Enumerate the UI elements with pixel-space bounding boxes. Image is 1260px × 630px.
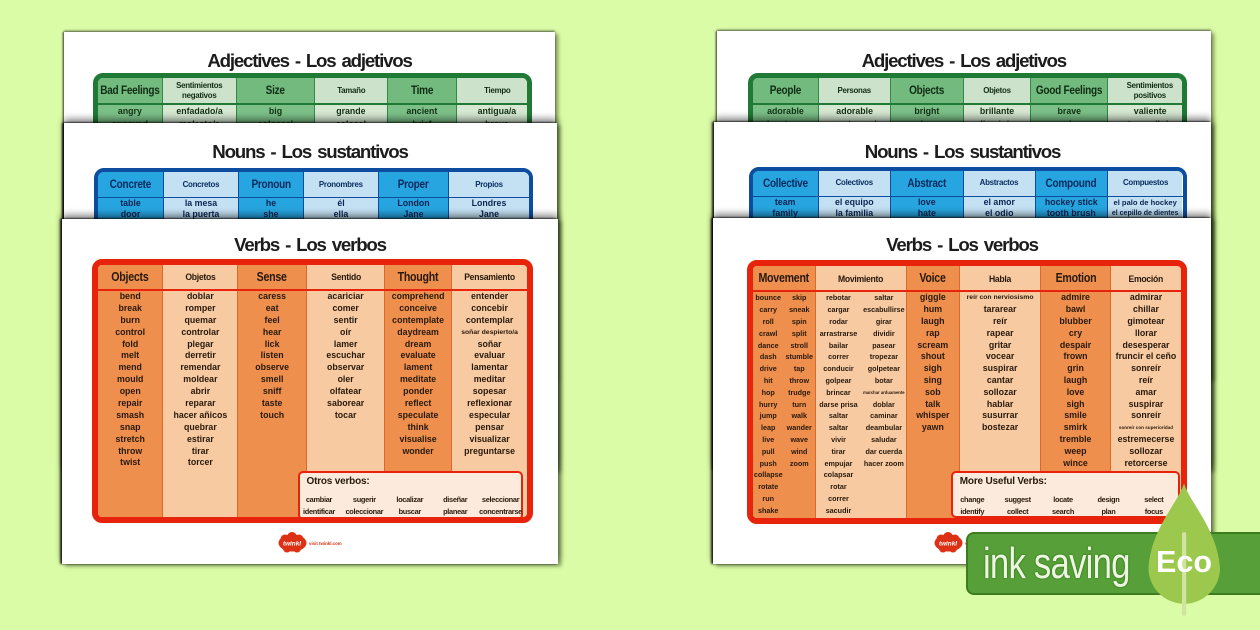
svg-text:Eco: Eco [1156, 545, 1212, 579]
svg-text:visit twinkl.com: visit twinkl.com [309, 541, 342, 546]
svg-text:twinkl: twinkl [938, 540, 956, 547]
svg-text:twinkl: twinkl [283, 540, 301, 547]
